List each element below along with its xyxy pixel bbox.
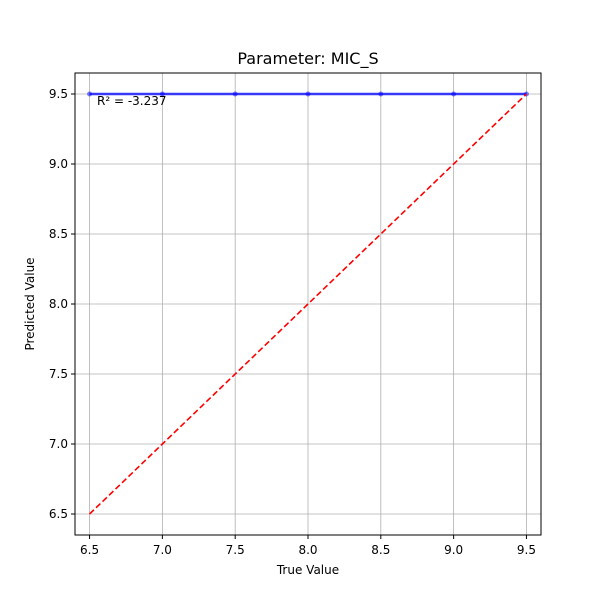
x-tick-label: 9.5: [517, 543, 536, 557]
chart-title: Parameter: MIC_S: [237, 49, 378, 69]
x-axis-label: True Value: [276, 563, 339, 577]
y-tick-label: 9.0: [49, 157, 68, 171]
x-tick-label: 7.0: [153, 543, 172, 557]
scatter-point: [451, 91, 457, 97]
x-tick-label: 8.0: [298, 543, 317, 557]
y-tick-label: 9.5: [49, 87, 68, 101]
grid: [75, 73, 541, 535]
x-tick-label: 8.5: [371, 543, 390, 557]
y-tick-label: 7.5: [49, 367, 68, 381]
y-tick-label: 6.5: [49, 507, 68, 521]
x-tick-label: 7.5: [226, 543, 245, 557]
scatter-point: [87, 91, 93, 97]
ticks: 6.5 7.0 7.5 8.0 8.5 9.0 9.5 6.5 7.0 7.5 8.0 8.5 9.0 9…: [49, 87, 536, 557]
r2-annotation: R² = -3.237: [97, 94, 167, 108]
y-tick-label: 7.0: [49, 437, 68, 451]
scatter-point: [159, 91, 165, 97]
scatter-point: [378, 91, 384, 97]
y-tick-label: 8.5: [49, 227, 68, 241]
y-axis-label: Predicted Value: [23, 257, 37, 350]
x-tick-label: 9.0: [444, 543, 463, 557]
identity-reference-line: [89, 93, 527, 515]
series-layer: [87, 91, 529, 515]
x-tick-label: 6.5: [80, 543, 99, 557]
scatter-point: [305, 91, 311, 97]
scatter-point: [232, 91, 238, 97]
y-tick-label: 8.0: [49, 297, 68, 311]
